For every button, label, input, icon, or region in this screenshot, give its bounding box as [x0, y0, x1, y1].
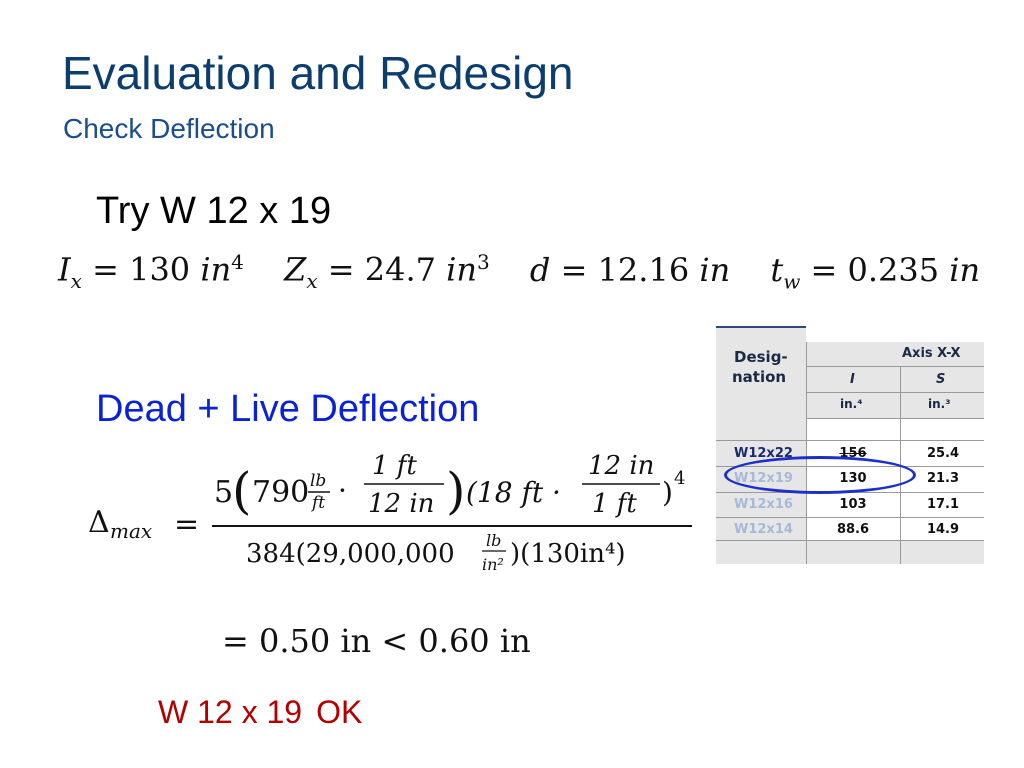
conclusion: W 12 x 19 OK [158, 694, 376, 731]
conclusion-shape: W 12 x 19 [158, 694, 303, 730]
section-properties-table: Desig- nation Axis X-X I S in.⁴ in.³ W12… [716, 326, 984, 564]
den-unit-den: in² [482, 555, 504, 574]
load-unit-num: lb [310, 471, 326, 491]
equals-sign: = [174, 507, 199, 542]
delta-subscript: max [110, 519, 152, 543]
paren-close: ) [446, 462, 466, 520]
power-exponent: 4 [674, 468, 685, 489]
row-s: 17.1 [926, 497, 960, 512]
header-designation-1: Desig- [734, 348, 788, 366]
row-s: 21.3 [926, 471, 960, 486]
row-designation: W12x14 [734, 522, 793, 537]
header-bg [806, 342, 984, 418]
row-i: 103 [839, 497, 867, 512]
section-properties: Ix = 130 in4 Zx = 24.7 in3 d = 12.16 in … [58, 250, 1010, 293]
deflection-heading: Dead + Live Deflection [96, 388, 480, 430]
row-i: 88.6 [836, 522, 870, 537]
highlight-circle [724, 456, 916, 494]
property-d: d = 12.16 in [529, 250, 731, 289]
try-section-text: Try W 12 x 19 [96, 190, 332, 232]
header-col-s: S [936, 372, 946, 387]
property-zx: Zx = 24.7 in3 [284, 250, 490, 294]
conv2-numerator: 12 in [588, 451, 654, 481]
header-axis-group: Axis X-X [902, 346, 961, 361]
delta-symbol: Δ [88, 505, 110, 540]
header-col-i: I [850, 372, 855, 387]
conv2-denominator: 1 ft [592, 489, 637, 519]
slide-subtitle: Check Deflection [63, 113, 275, 144]
row-s: 25.4 [926, 446, 960, 461]
footer-bg [716, 540, 984, 564]
header-designation-2: nation [732, 368, 787, 386]
paren-close-2: ) [662, 476, 673, 509]
deflection-formula: Δ max = 5 ( 790 lb ft · 1 ft 12 in ) (18… [88, 451, 692, 574]
denominator-suffix: )(130in⁴) [510, 539, 626, 569]
conclusion-verdict: OK [316, 694, 363, 730]
numerator-coefficient: 5 [214, 475, 233, 510]
unit-col-s: in.³ [928, 397, 951, 411]
deflection-result: = 0.50 in < 0.60 in [222, 622, 531, 660]
row-s: 14.9 [926, 522, 960, 537]
designation-column-bg [716, 326, 806, 564]
denominator-prefix: 384(29,000,000 [246, 539, 455, 569]
conv1-denominator: 12 in [368, 489, 434, 519]
span-expression: (18 ft · [466, 476, 561, 509]
row-designation: W12x16 [734, 497, 793, 512]
property-tw: tw = 0.235 in [770, 250, 981, 294]
load-value: 790 [252, 475, 309, 510]
paren-open: ( [232, 462, 252, 520]
conv1-numerator: 1 ft [372, 451, 417, 481]
property-ix: Ix = 130 in4 [58, 250, 244, 294]
mult-dot-1: · [338, 474, 347, 507]
slide-title: Evaluation and Redesign [62, 47, 574, 99]
load-unit-den: ft [310, 493, 325, 513]
unit-col-i: in.⁴ [840, 397, 863, 411]
den-unit-num: lb [486, 531, 501, 550]
